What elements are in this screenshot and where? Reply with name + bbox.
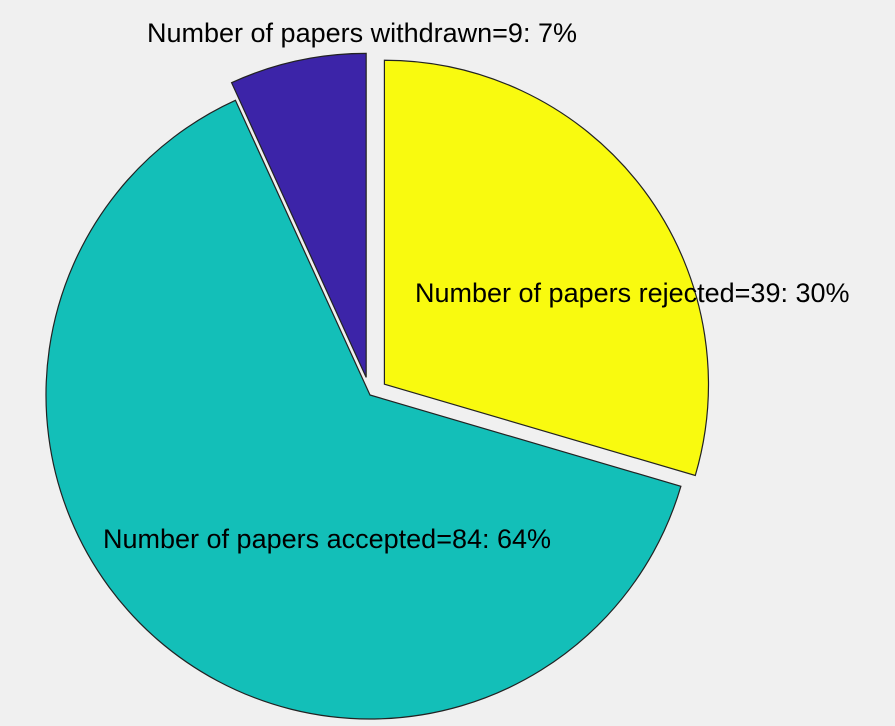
pie-slice-rejected	[383, 59, 709, 477]
pie-label-withdrawn: Number of papers withdrawn=9: 7%	[147, 18, 577, 48]
pie-labels: Number of papers rejected=39: 30% Number …	[103, 18, 850, 554]
pie-slice-withdrawn	[230, 52, 367, 378]
pie-slices	[45, 52, 709, 720]
pie-slice-accepted	[45, 99, 682, 720]
pie-label-rejected: Number of papers rejected=39: 30%	[415, 278, 850, 308]
pie-label-accepted: Number of papers accepted=84: 64%	[103, 524, 551, 554]
